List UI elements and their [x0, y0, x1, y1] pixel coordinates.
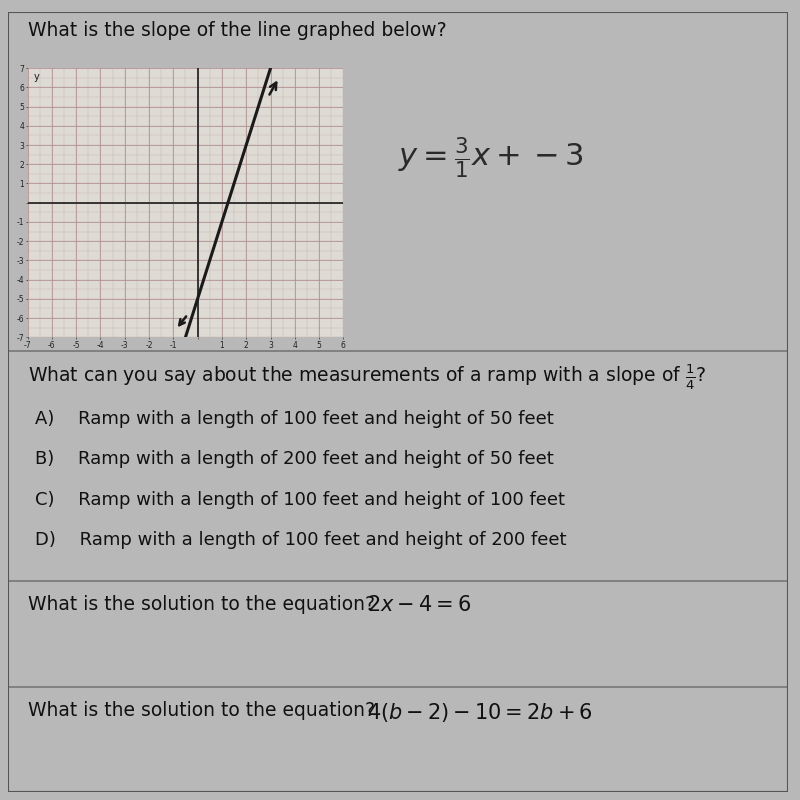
- Text: D)  Ramp with a length of 100 feet and height of 200 feet: D) Ramp with a length of 100 feet and he…: [35, 531, 566, 550]
- Text: B)  Ramp with a length of 200 feet and height of 50 feet: B) Ramp with a length of 200 feet and he…: [35, 450, 554, 468]
- Text: $4(b - 2) - 10 = 2b + 6$: $4(b - 2) - 10 = 2b + 6$: [366, 701, 593, 724]
- Text: y: y: [34, 72, 39, 82]
- Text: What is the solution to the equation?: What is the solution to the equation?: [27, 701, 374, 720]
- Text: $2x - 4 = 6$: $2x - 4 = 6$: [366, 595, 471, 615]
- Text: What is the slope of the line graphed below?: What is the slope of the line graphed be…: [27, 22, 446, 40]
- Text: What can you say about the measurements of a ramp with a slope of $\frac{1}{4}$?: What can you say about the measurements …: [27, 363, 706, 393]
- Text: C)  Ramp with a length of 100 feet and height of 100 feet: C) Ramp with a length of 100 feet and he…: [35, 491, 566, 509]
- Text: A)  Ramp with a length of 100 feet and height of 50 feet: A) Ramp with a length of 100 feet and he…: [35, 410, 554, 428]
- Text: $y = \frac{3}{1}x + -3$: $y = \frac{3}{1}x + -3$: [398, 135, 583, 181]
- Text: What is the solution to the equation?: What is the solution to the equation?: [27, 595, 374, 614]
